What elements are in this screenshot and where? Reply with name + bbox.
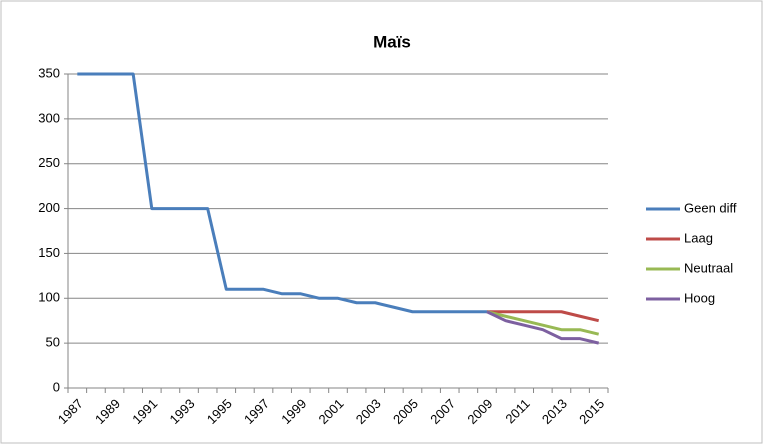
y-tick-label: 200 xyxy=(38,200,60,215)
series-line xyxy=(486,310,600,323)
legend-label: Neutraal xyxy=(684,260,733,275)
legend-label: Geen diff xyxy=(684,200,737,215)
chart-title: Maïs xyxy=(373,32,411,51)
y-tick-label: 50 xyxy=(46,335,60,350)
y-tick-label: 0 xyxy=(53,379,60,394)
legend-label: Hoog xyxy=(684,290,715,305)
y-tick-label: 300 xyxy=(38,110,60,125)
y-tick-label: 350 xyxy=(38,65,60,80)
series-line xyxy=(486,310,600,345)
y-tick-label: 150 xyxy=(38,245,60,260)
y-tick-label: 100 xyxy=(38,290,60,305)
series-line xyxy=(486,310,600,336)
legend-label: Laag xyxy=(684,230,713,245)
y-tick-label: 250 xyxy=(38,155,60,170)
series-line xyxy=(77,72,487,314)
